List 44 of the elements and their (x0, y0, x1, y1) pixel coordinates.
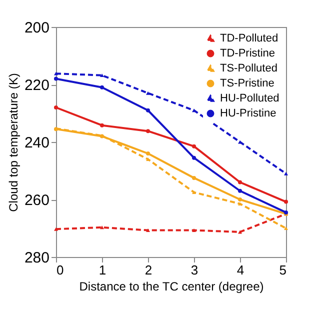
legend-label: HU-Polluted (220, 92, 280, 104)
point (192, 108, 196, 112)
y-tick-label: 220 (24, 77, 50, 94)
point (192, 144, 196, 148)
point (100, 85, 104, 90)
point (54, 76, 58, 81)
legend-label: TD-Polluted (220, 32, 278, 44)
point (192, 228, 196, 232)
point (238, 180, 242, 184)
y-axis-title: Cloud top temperature (K) (6, 73, 20, 212)
point (146, 228, 150, 232)
point (192, 176, 196, 180)
point (54, 106, 58, 110)
point (192, 190, 196, 194)
point (146, 91, 150, 95)
point (100, 123, 104, 128)
x-tick-label: 3 (190, 262, 198, 278)
point (238, 198, 242, 202)
y-tick-label: 260 (24, 192, 50, 209)
point (192, 156, 196, 160)
x-tick-label: 1 (98, 262, 106, 278)
legend-label: TS-Pristine (220, 78, 274, 90)
point (238, 188, 242, 193)
y-tick-label: 200 (24, 20, 50, 36)
x-tick-label: 5 (279, 262, 286, 278)
x-tick-label: 2 (144, 262, 152, 278)
y-tick-label: 240 (24, 134, 50, 152)
y-tick-label: 280 (24, 250, 50, 266)
point (284, 200, 288, 204)
point (146, 108, 150, 112)
x-tick-label: 4 (236, 262, 244, 278)
point (146, 152, 150, 156)
point (54, 227, 58, 231)
legend-label: TD-Pristine (220, 48, 276, 60)
point (100, 74, 104, 78)
point (284, 226, 288, 230)
point (100, 226, 104, 230)
point (146, 129, 150, 134)
point (284, 172, 288, 176)
point (54, 72, 58, 76)
x-axis-title: Distance to the TC center (degree) (79, 280, 264, 294)
legend-label: HU-Pristine (220, 108, 276, 120)
x-tick-label: 0 (56, 262, 64, 278)
legend-label: TS-Polluted (220, 62, 278, 74)
